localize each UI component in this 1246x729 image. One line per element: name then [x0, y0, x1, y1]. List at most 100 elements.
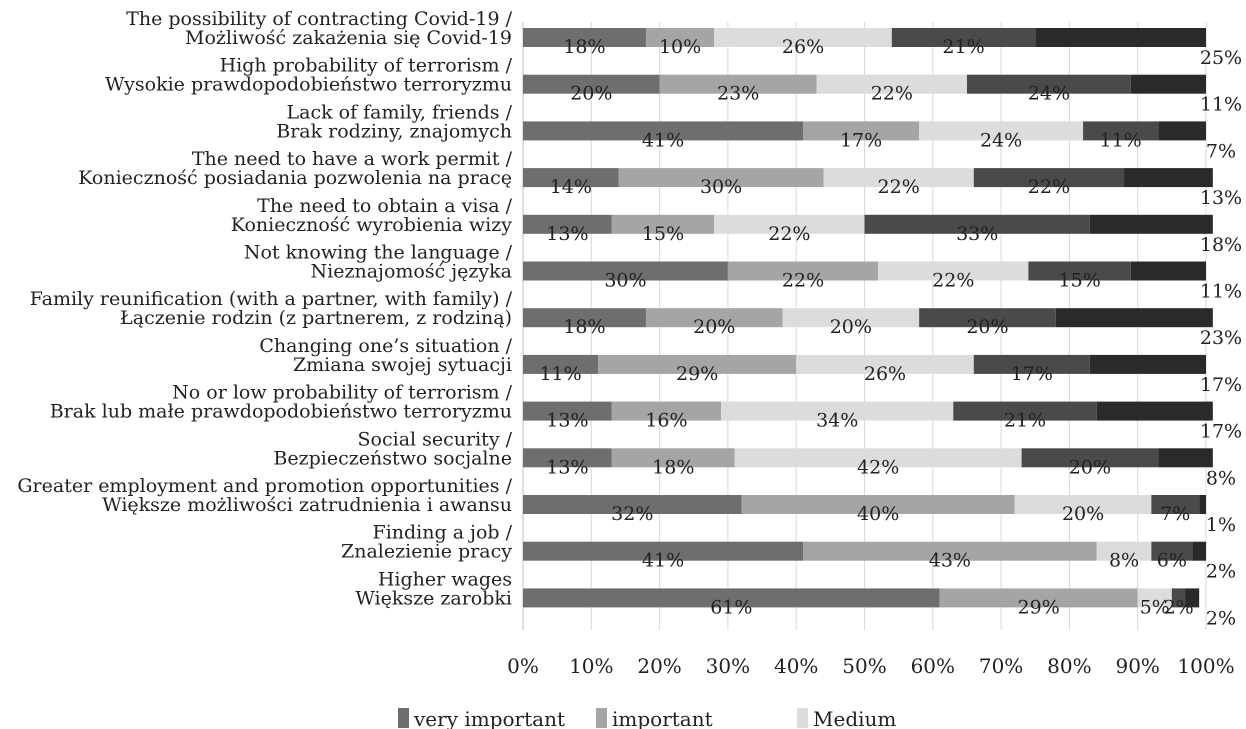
bar-segment [919, 121, 1084, 141]
bar-segment [782, 308, 920, 328]
bar-segment [939, 588, 1138, 608]
data-label: 20% [966, 316, 1008, 338]
data-label: 8% [1206, 467, 1236, 489]
data-label: 2% [1206, 607, 1236, 629]
bar-segment [645, 308, 783, 328]
category-label-pl: Możliwość zakażenia się Covid-19 [185, 27, 512, 49]
data-label: 2% [1206, 561, 1236, 583]
data-label: 18% [563, 316, 605, 338]
bar-segment [523, 588, 940, 608]
bar-segment [611, 401, 722, 421]
category-label-pl: Zmiana swojej sytuacji [293, 354, 512, 376]
legend-swatch [797, 708, 808, 728]
bar-segment [1130, 74, 1206, 94]
data-label: 11% [1200, 281, 1242, 303]
category-label-en: Family reunification (with a partner, wi… [30, 288, 513, 310]
bar-segment [1124, 168, 1213, 188]
data-label: 13% [546, 410, 588, 432]
category-label-en: The possibility of contracting Covid-19 … [126, 8, 512, 30]
bar-segment [966, 74, 1131, 94]
data-label: 26% [782, 36, 824, 58]
x-tick-label: 90% [1115, 654, 1159, 678]
bar-segment [714, 214, 865, 234]
legend-swatch [398, 708, 409, 728]
category-label-en: The need to have a work permit / [192, 148, 513, 170]
bar-segment [645, 28, 715, 47]
bar-segment [1096, 541, 1152, 561]
bar-segment [523, 74, 660, 94]
data-label: 22% [768, 223, 810, 245]
bar-segment [864, 214, 1090, 234]
bar-segment [1151, 541, 1193, 561]
data-label: 23% [717, 83, 759, 105]
bar-segment [823, 168, 974, 188]
data-label: 22% [782, 270, 824, 292]
data-label: 13% [546, 223, 588, 245]
data-label: 30% [604, 270, 646, 292]
bar-segment [611, 448, 735, 468]
bar-segment [727, 261, 879, 281]
data-label: 7% [1160, 503, 1190, 525]
bar-segment [714, 28, 892, 47]
bar-segment [1151, 495, 1200, 514]
bar-segment [611, 214, 715, 234]
data-label: 41% [642, 550, 684, 572]
data-label: 30% [700, 176, 742, 198]
data-label: 13% [546, 456, 588, 478]
category-label-pl: Brak lub małe prawdopodobieństwo terrory… [50, 401, 512, 423]
bar-segment [1083, 121, 1159, 141]
bar-segment [1158, 121, 1206, 141]
bar-segment [721, 401, 954, 421]
data-label: 22% [871, 83, 913, 105]
data-label: 1% [1206, 514, 1236, 536]
bar-segment [1055, 308, 1213, 328]
x-tick-label: 30% [706, 654, 750, 678]
category-label-pl: Większe zarobki [355, 587, 512, 609]
bar-segment [734, 448, 1022, 468]
data-label: 23% [1200, 327, 1242, 349]
bar-segment [523, 214, 612, 234]
data-label: 6% [1157, 550, 1187, 572]
data-label: 14% [550, 176, 592, 198]
bar-segment [523, 168, 619, 188]
x-tick-label: 100% [1177, 654, 1234, 678]
data-label: 10% [659, 36, 701, 58]
legend-label: Medium [813, 707, 896, 729]
data-label: 22% [1028, 176, 1070, 198]
legend-label: very important [413, 707, 565, 729]
bar-segment [523, 448, 612, 468]
bar-segment [1130, 261, 1206, 281]
bar-segment [598, 354, 797, 374]
data-label: 40% [857, 503, 899, 525]
bar-segment [919, 308, 1056, 328]
bar-segment [878, 261, 1029, 281]
data-label: 61% [710, 596, 752, 618]
data-label: 21% [1004, 410, 1046, 432]
bar-segment [803, 121, 920, 141]
data-label: 7% [1206, 140, 1236, 162]
data-label: 20% [693, 316, 735, 338]
data-label: 17% [1011, 363, 1053, 385]
data-label: 15% [1059, 270, 1101, 292]
category-label-pl: Znalezienie pracy [341, 541, 512, 563]
bar-segment [1014, 495, 1152, 514]
bar-segment [523, 308, 646, 328]
data-label: 22% [878, 176, 920, 198]
bar-segment [523, 541, 804, 561]
data-label: 11% [1200, 94, 1242, 116]
data-label: 24% [1028, 83, 1070, 105]
bar-segment [523, 495, 742, 514]
bar-segment [1028, 261, 1131, 281]
data-label: 29% [676, 363, 718, 385]
data-label: 43% [929, 550, 971, 572]
data-label: 25% [1200, 47, 1242, 69]
category-label-en: High probability of terrorism / [220, 55, 513, 77]
data-label: 18% [563, 36, 605, 58]
category-label-en: No or low probability of terrorism / [172, 382, 512, 404]
data-label: 22% [932, 270, 974, 292]
category-label-en: The need to obtain a visa / [257, 195, 512, 217]
bar-segment [523, 121, 804, 141]
bar-segment [523, 28, 646, 47]
data-label: 41% [642, 129, 684, 151]
legend-label: important [612, 707, 713, 729]
